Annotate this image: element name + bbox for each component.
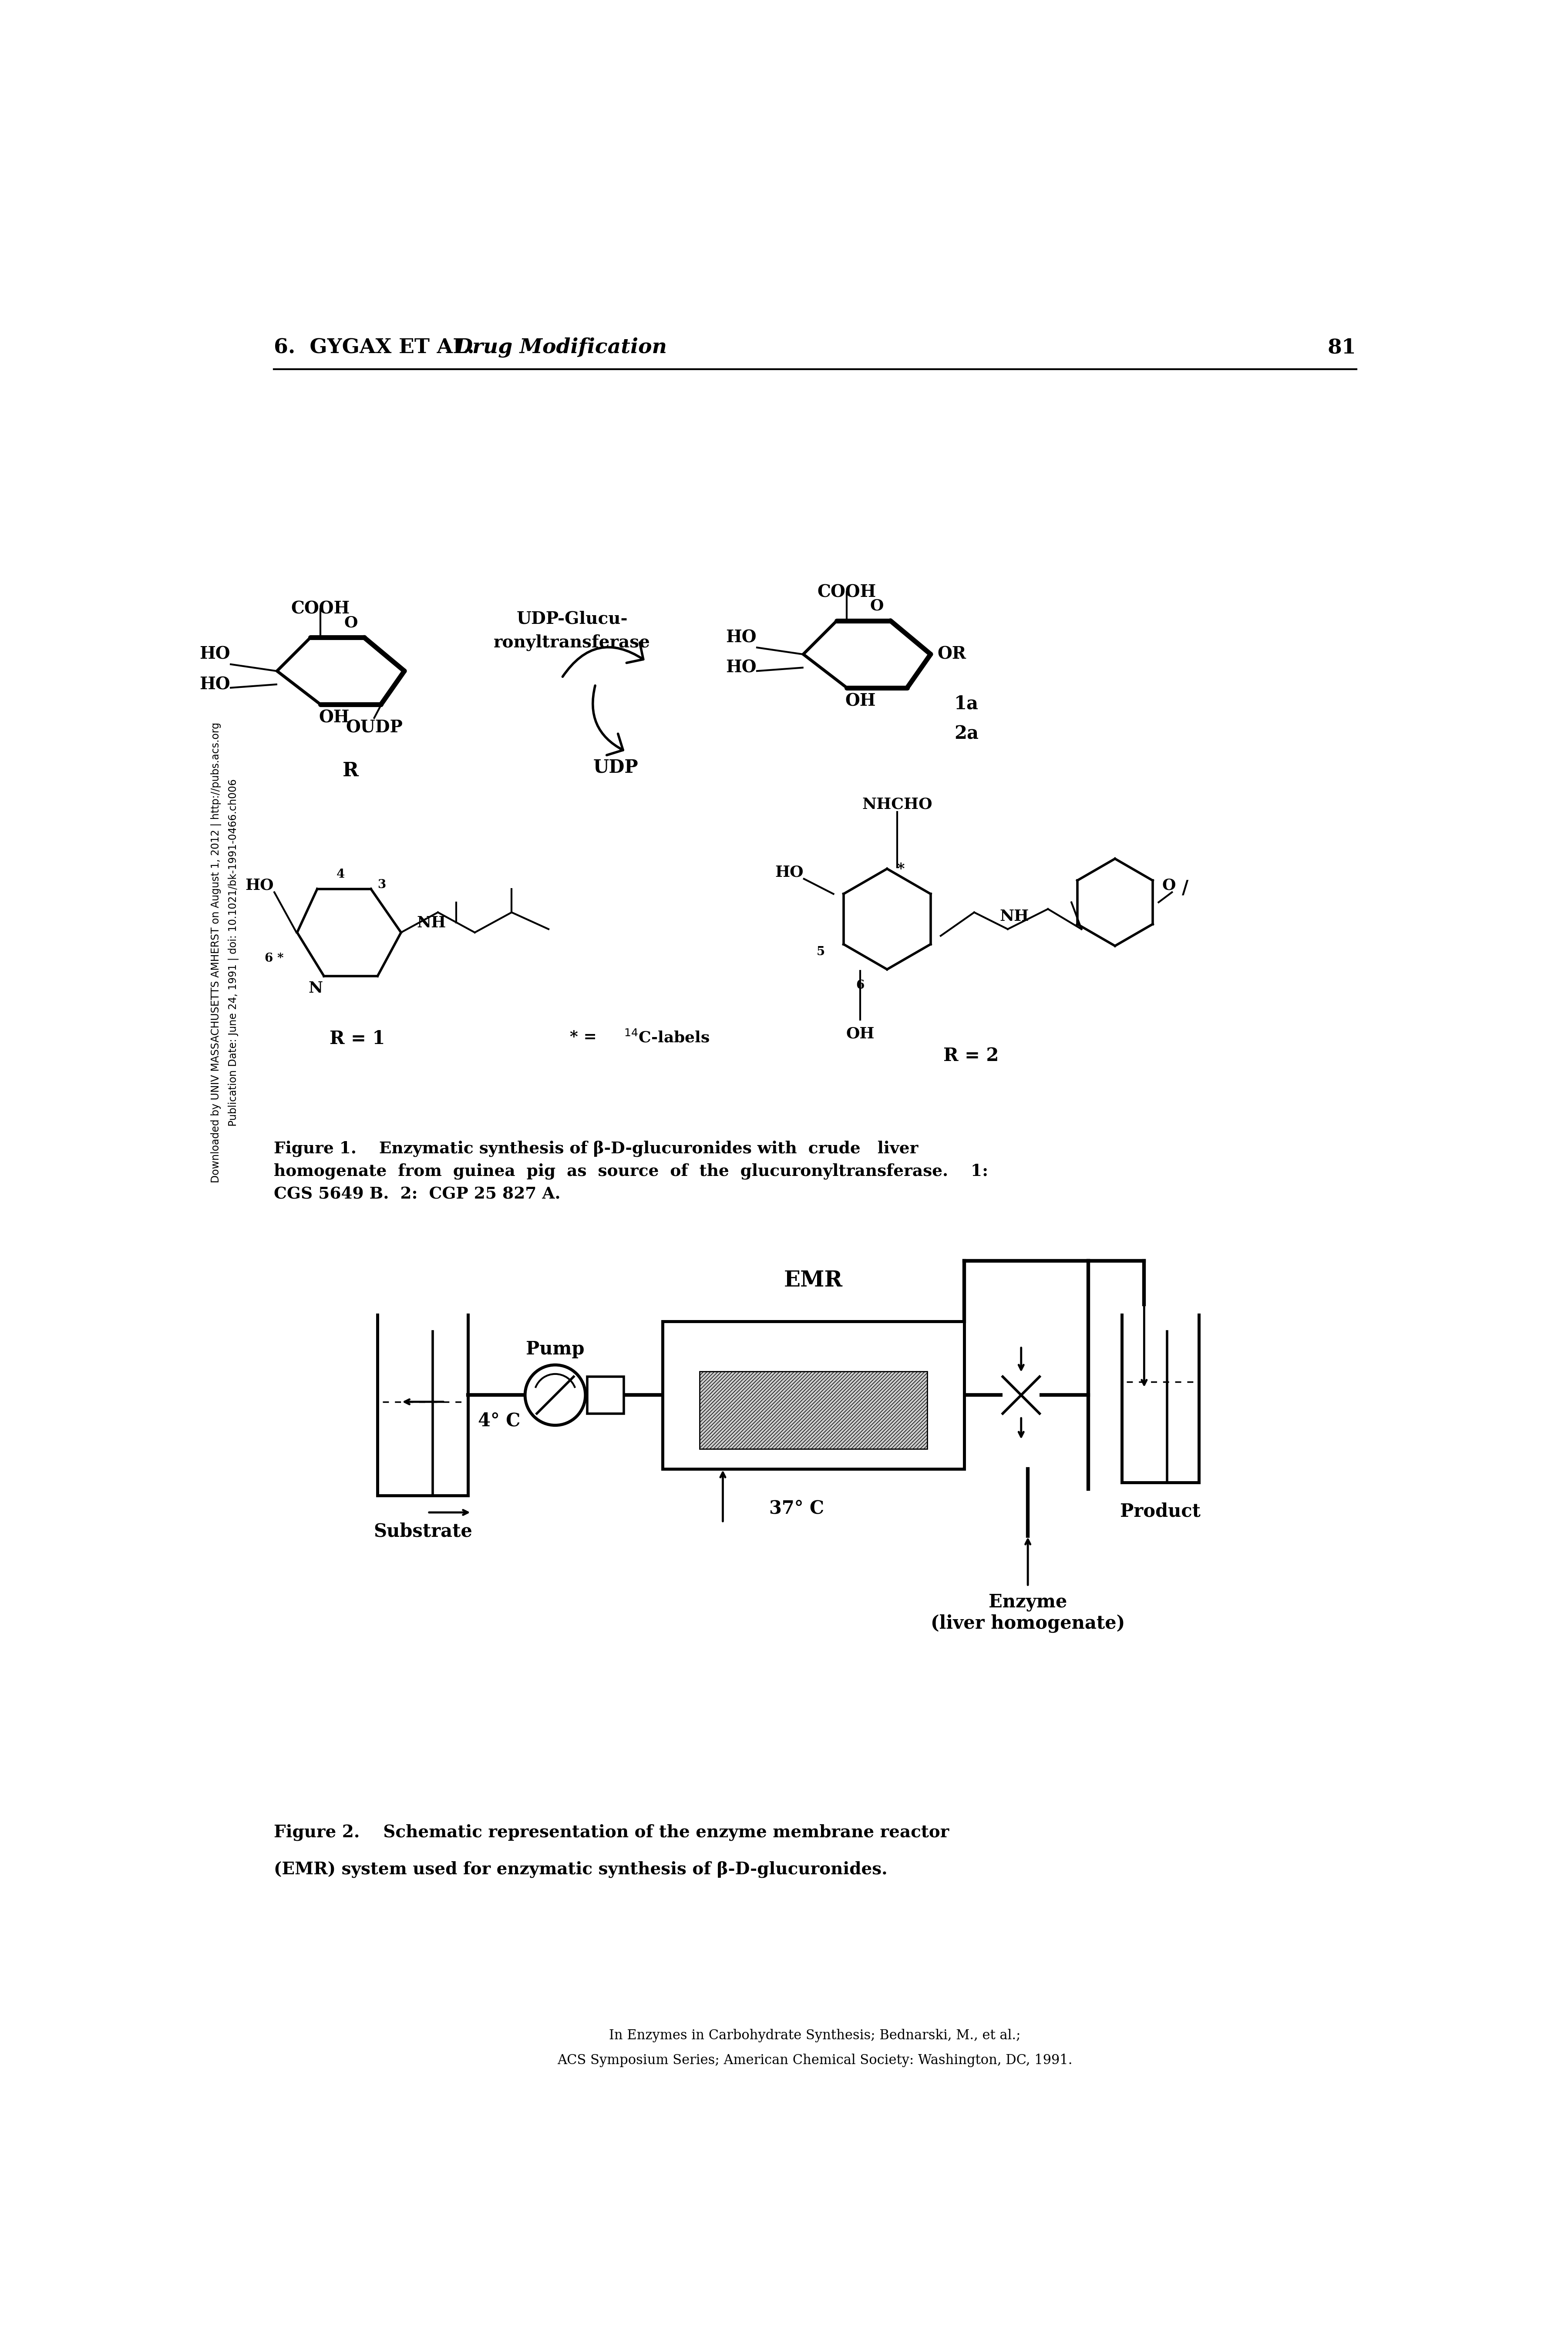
Text: NHCHO: NHCHO [862,797,933,811]
Bar [586,1378,624,1413]
Text: 4: 4 [337,870,345,882]
Text: O: O [870,600,884,614]
Text: 6: 6 [856,980,864,992]
Text: ACS Symposium Series; American Chemical Society: Washington, DC, 1991.: ACS Symposium Series; American Chemical … [557,2055,1073,2067]
Text: 37° C: 37° C [770,1500,825,1516]
Text: N: N [309,980,323,997]
Text: HO: HO [726,630,756,647]
Text: (EMR) system used for enzymatic synthesis of β-D-glucuronides.: (EMR) system used for enzymatic synthesi… [274,1862,887,1878]
Text: NH: NH [417,915,445,931]
Text: Pump: Pump [525,1340,585,1359]
Text: HO: HO [726,658,756,677]
Text: OH: OH [847,1027,875,1041]
Text: Publication Date: June 24, 1991 | doi: 10.1021/bk-1991-0466.ch006: Publication Date: June 24, 1991 | doi: 1… [227,778,238,1126]
Text: EMR: EMR [784,1270,842,1291]
Text: Enzyme
(liver homogenate): Enzyme (liver homogenate) [931,1594,1124,1632]
Text: HO: HO [199,677,230,694]
Text: /: / [1182,879,1189,898]
Text: Figure 2.    Schematic representation of the enzyme membrane reactor: Figure 2. Schematic representation of th… [274,1824,949,1841]
Text: OH: OH [845,694,875,710]
Text: UDP-Glucu-: UDP-Glucu- [516,611,627,628]
Text: HO: HO [245,879,274,893]
Text: 1a: 1a [953,694,978,712]
Text: Figure 1.    Enzymatic synthesis of β-D-glucuronides with  crude   liver
homogen: Figure 1. Enzymatic synthesis of β-D-glu… [274,1140,988,1201]
Text: 6 *: 6 * [265,952,284,964]
Bar [699,1371,927,1448]
Text: Product: Product [1120,1502,1201,1521]
Text: ronyltransferase: ronyltransferase [494,635,651,651]
Text: Substrate: Substrate [373,1523,472,1540]
Text: 81: 81 [1328,339,1356,357]
Circle shape [525,1366,585,1425]
Text: OH: OH [318,710,350,726]
Text: COOH: COOH [817,583,877,600]
Text: 2a: 2a [953,724,978,743]
Polygon shape [1002,1378,1040,1413]
Text: $^{14}$C-labels: $^{14}$C-labels [602,1030,710,1046]
Text: 5: 5 [817,945,825,957]
Text: HO: HO [199,647,230,663]
Text: OR: OR [938,647,966,663]
FancyArrowPatch shape [563,642,643,677]
Text: Downloaded by UNIV MASSACHUSETTS AMHERST on August 1, 2012 | http://pubs.acs.org: Downloaded by UNIV MASSACHUSETTS AMHERST… [210,722,221,1183]
Text: 4° C: 4° C [478,1413,521,1429]
Text: 3: 3 [378,879,386,891]
Text: COOH: COOH [292,600,350,618]
Text: *: * [897,863,905,877]
FancyArrowPatch shape [593,686,622,755]
Text: O: O [1162,879,1176,893]
Text: R = 1: R = 1 [329,1030,386,1049]
Bar [663,1321,964,1469]
Text: NH: NH [1000,910,1029,924]
Text: 6.  GYGAX ET AL.: 6. GYGAX ET AL. [274,339,474,357]
Text: O: O [343,616,358,630]
Text: R = 2: R = 2 [942,1046,999,1065]
Text: UDP: UDP [593,757,638,776]
Text: * =: * = [569,1030,602,1044]
Text: OUDP: OUDP [345,719,403,736]
Text: HO: HO [775,865,803,879]
Text: Drug Modification: Drug Modification [455,336,666,357]
Text: In Enzymes in Carbohydrate Synthesis; Bednarski, M., et al.;: In Enzymes in Carbohydrate Synthesis; Be… [610,2029,1021,2043]
Text: R: R [343,762,359,781]
